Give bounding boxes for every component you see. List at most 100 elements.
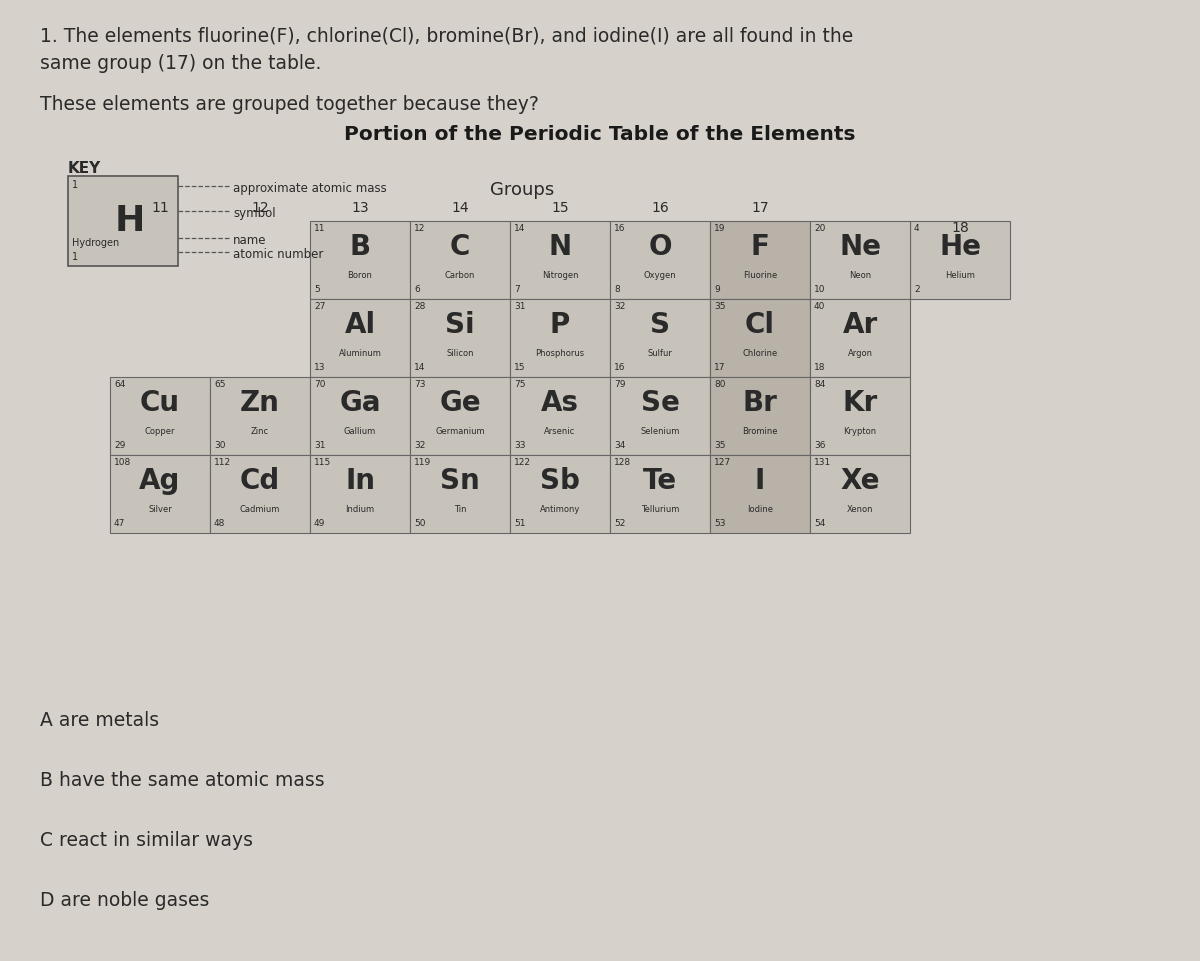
Text: He: He	[940, 233, 982, 261]
Bar	[710, 221, 810, 299]
Text: Groups: Groups	[490, 181, 554, 199]
Text: Carbon: Carbon	[445, 271, 475, 280]
Bar	[510, 299, 610, 377]
Text: 35: 35	[714, 302, 726, 311]
Text: Chlorine: Chlorine	[743, 349, 778, 358]
Text: S: S	[650, 311, 670, 339]
Text: 112: 112	[214, 458, 232, 467]
Text: Al: Al	[344, 311, 376, 339]
Text: Boron: Boron	[348, 271, 372, 280]
Bar	[810, 221, 910, 299]
Text: Silicon: Silicon	[446, 349, 474, 358]
Bar	[510, 377, 610, 455]
Text: In: In	[346, 467, 374, 495]
Text: Cadmium: Cadmium	[240, 505, 280, 514]
Text: atomic number: atomic number	[233, 248, 323, 261]
Text: Helium: Helium	[946, 271, 974, 280]
Bar	[810, 299, 910, 377]
Text: Cu: Cu	[140, 389, 180, 417]
Text: Aluminum: Aluminum	[338, 349, 382, 358]
Text: 16: 16	[652, 201, 668, 215]
Text: 127: 127	[714, 458, 731, 467]
Text: 54: 54	[814, 519, 826, 528]
Text: Ga: Ga	[340, 389, 380, 417]
Text: 14: 14	[451, 201, 469, 215]
Text: 16: 16	[614, 224, 625, 233]
Bar	[68, 176, 178, 266]
Text: 35: 35	[714, 441, 726, 450]
Text: Ar: Ar	[842, 311, 877, 339]
Text: 34: 34	[614, 441, 625, 450]
Text: 18: 18	[814, 363, 826, 372]
Text: Antimony: Antimony	[540, 505, 580, 514]
Text: Neon: Neon	[848, 271, 871, 280]
Text: 80: 80	[714, 380, 726, 389]
Text: 50: 50	[414, 519, 426, 528]
Bar	[310, 455, 410, 533]
Text: 9: 9	[714, 285, 720, 294]
Bar	[510, 455, 610, 533]
Bar	[710, 377, 810, 455]
Text: symbol: symbol	[233, 207, 276, 220]
Text: 79: 79	[614, 380, 625, 389]
Bar	[410, 221, 510, 299]
Text: 36: 36	[814, 441, 826, 450]
Text: 4: 4	[914, 224, 919, 233]
Text: 53: 53	[714, 519, 726, 528]
Text: 31: 31	[514, 302, 526, 311]
Text: 32: 32	[614, 302, 625, 311]
Bar	[910, 221, 1010, 299]
Text: These elements are grouped together because they?: These elements are grouped together beca…	[40, 95, 539, 114]
Text: 1: 1	[72, 180, 78, 190]
Text: 15: 15	[551, 201, 569, 215]
Text: Arsenic: Arsenic	[545, 427, 576, 436]
Text: same group (17) on the table.: same group (17) on the table.	[40, 54, 322, 73]
Text: 17: 17	[751, 201, 769, 215]
Text: Xe: Xe	[840, 467, 880, 495]
Text: Tellurium: Tellurium	[641, 505, 679, 514]
Text: 65: 65	[214, 380, 226, 389]
Text: Germanium: Germanium	[436, 427, 485, 436]
Text: 20: 20	[814, 224, 826, 233]
Text: C: C	[450, 233, 470, 261]
Text: B have the same atomic mass: B have the same atomic mass	[40, 771, 325, 790]
Text: Br: Br	[743, 389, 778, 417]
Text: 29: 29	[114, 441, 125, 450]
Text: Cl: Cl	[745, 311, 775, 339]
Bar	[510, 221, 610, 299]
Text: approximate atomic mass: approximate atomic mass	[233, 182, 386, 195]
Text: Portion of the Periodic Table of the Elements: Portion of the Periodic Table of the Ele…	[344, 125, 856, 144]
Text: 11: 11	[314, 224, 325, 233]
Text: Phosphorus: Phosphorus	[535, 349, 584, 358]
Text: 16: 16	[614, 363, 625, 372]
Text: Ge: Ge	[439, 389, 481, 417]
Text: 115: 115	[314, 458, 331, 467]
Bar	[810, 377, 910, 455]
Text: 122: 122	[514, 458, 530, 467]
Text: 32: 32	[414, 441, 425, 450]
Bar	[610, 377, 710, 455]
Bar	[410, 455, 510, 533]
Text: 75: 75	[514, 380, 526, 389]
Text: Copper: Copper	[145, 427, 175, 436]
Text: 131: 131	[814, 458, 832, 467]
Text: Oxygen: Oxygen	[643, 271, 677, 280]
Text: 30: 30	[214, 441, 226, 450]
Bar	[310, 299, 410, 377]
Text: Bromine: Bromine	[743, 427, 778, 436]
Text: Se: Se	[641, 389, 679, 417]
Bar	[210, 377, 310, 455]
Text: 15: 15	[514, 363, 526, 372]
Text: Nitrogen: Nitrogen	[541, 271, 578, 280]
Text: 5: 5	[314, 285, 319, 294]
Text: Sulfur: Sulfur	[648, 349, 672, 358]
Text: 70: 70	[314, 380, 325, 389]
Text: Fluorine: Fluorine	[743, 271, 778, 280]
Text: As: As	[541, 389, 580, 417]
Text: H: H	[115, 204, 145, 238]
Text: name: name	[233, 234, 266, 247]
Text: Gallium: Gallium	[344, 427, 376, 436]
Text: F: F	[750, 233, 769, 261]
Bar	[710, 455, 810, 533]
Text: Ne: Ne	[839, 233, 881, 261]
